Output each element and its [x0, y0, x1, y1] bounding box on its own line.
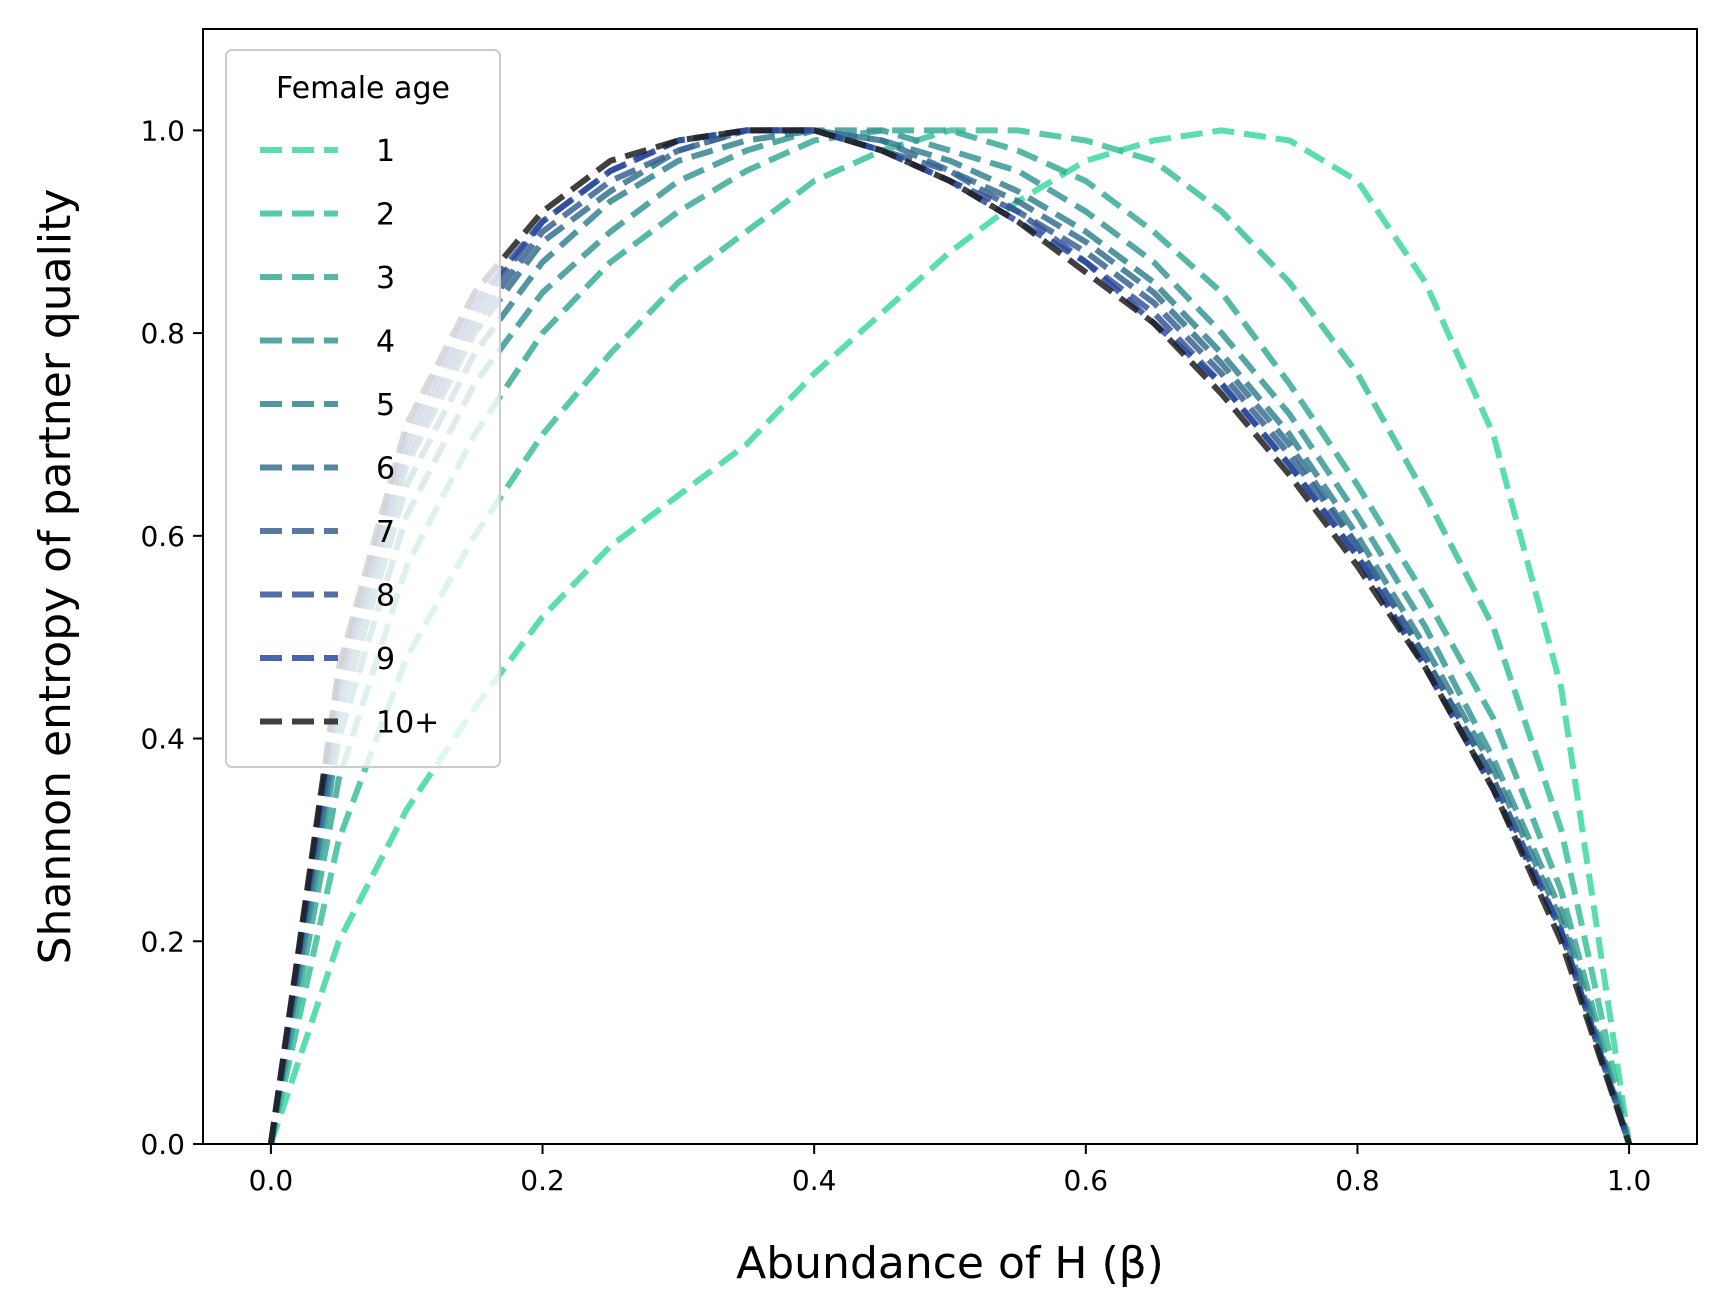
legend-label: 1: [376, 134, 395, 169]
x-tick-label: 1.0: [1607, 1164, 1652, 1197]
legend-entries: 1 2 3 4 5 6 7 8 9 10+: [260, 134, 439, 741]
axis-ticks: 0.0 0.2 0.4 0.6 0.8 1.0 0.0 0.2 0.4 0.6 0.8 1.0: [140, 114, 1651, 1197]
y-tick-label: 0.8: [140, 317, 185, 350]
x-tick-label: 0.8: [1335, 1164, 1380, 1197]
x-tick-label: 0.4: [792, 1164, 837, 1197]
y-axis-label: Shannon entropy of partner quality: [30, 189, 81, 965]
legend-label: 2: [376, 198, 395, 233]
x-tick-label: 0.0: [249, 1164, 294, 1197]
legend-label: 7: [376, 515, 395, 550]
legend-label: 9: [376, 642, 395, 677]
plot-frame: [202, 28, 1698, 1145]
legend-title: Female age: [276, 71, 450, 106]
legend-label: 10+: [376, 706, 439, 741]
x-axis-label: Abundance of H (β): [736, 1238, 1164, 1289]
y-tick-label: 0.4: [140, 723, 185, 756]
legend-label: 8: [376, 579, 395, 614]
y-tick-label: 0.2: [140, 925, 185, 958]
series-line-7: [267, 127, 1632, 1145]
legend-label: 6: [376, 452, 395, 487]
legend-label: 5: [376, 388, 395, 423]
x-tick-label: 0.2: [520, 1164, 565, 1197]
y-tick-label: 1.0: [140, 114, 185, 147]
legend-label: 3: [376, 261, 395, 296]
legend-box: [225, 49, 501, 768]
series-line-5: [267, 127, 1632, 1145]
x-tick-label: 0.6: [1064, 1164, 1109, 1197]
y-tick-label: 0.6: [140, 520, 185, 553]
legend: Female age 1 2 3 4 5 6 7 8 9 10+: [225, 49, 501, 768]
legend-label: 4: [376, 325, 395, 360]
y-tick-label: 0.0: [140, 1128, 185, 1161]
